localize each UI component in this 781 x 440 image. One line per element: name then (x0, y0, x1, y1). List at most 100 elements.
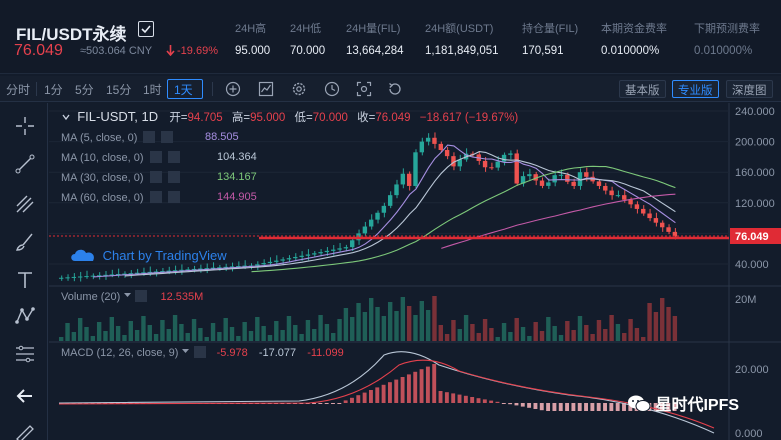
macd-bar (463, 395, 468, 403)
open-label: 开= (169, 112, 188, 124)
pattern-icon[interactable] (14, 305, 36, 327)
screenshot-icon[interactable] (356, 81, 372, 97)
tf-1h[interactable]: 1时 (143, 83, 162, 97)
volume-bar (527, 336, 532, 341)
candle (419, 141, 425, 153)
candle (109, 274, 115, 276)
volume-bar (299, 334, 304, 341)
candle (185, 269, 190, 271)
ma5-row[interactable]: MA (5, close, 0) 88.505 (61, 131, 239, 144)
drawing-toolbar (0, 103, 48, 440)
fib-levels-icon[interactable] (14, 343, 36, 365)
macd-legend[interactable]: MACD (12, 26, close, 9) -5.978 -17.077 -… (61, 346, 344, 359)
candle (84, 276, 89, 278)
volume-bar (267, 335, 273, 341)
tf-1m[interactable]: 1分 (44, 83, 63, 97)
collapse-chevron-icon[interactable] (61, 112, 71, 122)
macd-bar (356, 395, 361, 403)
volume-settings-icon[interactable] (135, 290, 148, 302)
crosshair-icon[interactable] (14, 115, 36, 137)
macd-bar (514, 403, 519, 406)
volume-bar (584, 325, 589, 341)
volume-bar (280, 330, 285, 341)
tf-line[interactable]: 分时 (6, 83, 31, 97)
trendline-icon[interactable] (14, 153, 36, 175)
ma30-row[interactable]: MA (30, close, 0) 134.167 (61, 171, 257, 184)
candle (406, 173, 412, 186)
ma10-row[interactable]: MA (10, close, 0) 104.364 (61, 151, 257, 164)
volume-bar (191, 319, 197, 341)
macd-settings-icon[interactable] (193, 346, 206, 358)
ma-close-icon[interactable] (167, 151, 180, 163)
stat-open-interest: 持仓量(FIL) 170,591 (522, 20, 578, 57)
volume-bar (463, 315, 469, 341)
tf-5m[interactable]: 5分 (75, 83, 94, 97)
volume-bar (647, 303, 652, 341)
volume-bar (293, 325, 298, 341)
macd-bar (660, 403, 664, 411)
reset-icon[interactable] (387, 81, 403, 97)
ma-settings-icon[interactable] (149, 151, 162, 163)
pair-title[interactable]: FIL/USDT永续 (16, 25, 127, 44)
ma-settings-icon[interactable] (149, 171, 162, 183)
macd-bar (558, 403, 563, 411)
stat-label: 24H额(USDT) (425, 23, 494, 35)
ruler-icon[interactable] (14, 423, 36, 440)
price-chart[interactable]: 240.000200.000160.000120.00080.00040.000… (49, 103, 781, 440)
stat-value: 0.010000% (601, 45, 660, 57)
volume-bar (438, 325, 443, 341)
volume-bar (229, 327, 235, 341)
candle (299, 255, 304, 257)
ma60-row[interactable]: MA (60, close, 0) 144.905 (61, 191, 257, 204)
dropdown-icon[interactable] (123, 291, 132, 300)
volume-bar (77, 318, 83, 341)
volume-bar (432, 296, 437, 341)
volume-bar (337, 319, 342, 341)
volume-bar (413, 315, 418, 341)
volume-bar (615, 324, 621, 341)
clock-icon[interactable] (324, 81, 340, 97)
chart-area[interactable]: 240.000200.000160.000120.00080.00040.000… (49, 103, 781, 440)
text-tool-icon[interactable] (14, 269, 36, 291)
brush-icon[interactable] (14, 231, 36, 253)
watermark-text: Chart by TradingView (102, 248, 227, 263)
ma-close-icon[interactable] (161, 131, 174, 143)
back-arrow-icon[interactable] (14, 385, 36, 407)
stat-24h-low: 24H低 70.000 (290, 20, 325, 57)
candle (337, 248, 342, 250)
pro-view-button[interactable]: 专业版 (672, 80, 719, 98)
settings-icon[interactable] (291, 81, 307, 97)
wechat-brand: 星时代IPFS (627, 391, 739, 415)
ma-close-icon[interactable] (167, 171, 180, 183)
macd-tick-label: 0.000 (735, 428, 763, 440)
pitchfork-icon[interactable] (14, 193, 36, 215)
volume-bar (533, 322, 538, 341)
macd-value-2: -17.077 (258, 347, 297, 359)
volume-bar (103, 331, 108, 341)
tf-1d[interactable]: 1天 (174, 83, 193, 97)
ma-close-icon[interactable] (167, 191, 180, 203)
macd-bar (622, 403, 626, 411)
candle (217, 267, 222, 269)
macd-bar (362, 392, 367, 403)
candle (495, 161, 500, 168)
tf-15m[interactable]: 15分 (106, 83, 132, 97)
macd-bar (394, 379, 399, 403)
volume-bar (501, 323, 507, 341)
volume-bar (520, 327, 526, 341)
add-indicator-icon[interactable] (225, 81, 241, 97)
basic-view-button[interactable]: 基本版 (619, 80, 666, 98)
candle (489, 167, 494, 169)
indicators-icon[interactable] (258, 81, 274, 97)
depth-chart-button[interactable]: 深度图 (726, 80, 773, 98)
volume-legend[interactable]: Volume (20) 12.535M (61, 290, 203, 303)
macd-line (58, 351, 715, 434)
ma-settings-icon[interactable] (149, 191, 162, 203)
separator (36, 82, 37, 96)
candle (59, 277, 64, 279)
tradingview-watermark[interactable]: Chart by TradingView (69, 247, 227, 263)
favorite-checkbox[interactable] (138, 21, 154, 37)
ma-settings-icon[interactable] (143, 131, 156, 143)
dropdown-icon[interactable] (181, 347, 190, 356)
volume-bar (90, 336, 96, 341)
